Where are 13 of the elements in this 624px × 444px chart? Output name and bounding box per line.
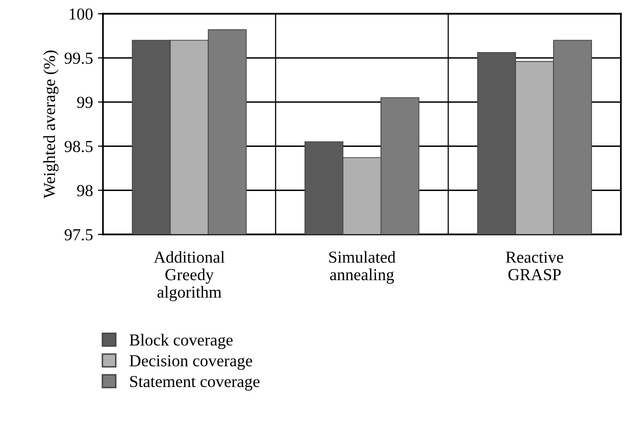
y-tick-label: 97.5 <box>64 229 93 240</box>
y-tick-label: 98.5 <box>64 140 93 152</box>
legend-label: Decision coverage <box>130 355 252 370</box>
x-tick-label: Simulated annealing <box>329 251 396 284</box>
y-tick-label: 98 <box>77 185 93 196</box>
y-tick-label: 99 <box>77 96 93 108</box>
x-tick-label: Reactive GRASP <box>506 252 564 280</box>
y-tick-label: 99.5 <box>64 52 93 64</box>
legend-label: Statement coverage <box>130 376 260 391</box>
y-axis-title: Weighted average (%) <box>43 50 59 198</box>
legend-label: Block coverage <box>130 334 233 350</box>
x-tick-label: Additional Greedy algorithm <box>154 251 225 302</box>
y-tick-label: 100 <box>70 8 93 20</box>
